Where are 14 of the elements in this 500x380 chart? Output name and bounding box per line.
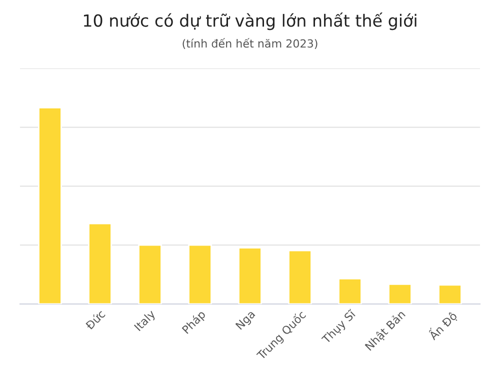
- x-tick-label: Đức: [84, 309, 106, 330]
- x-tick-label: Nga: [235, 310, 257, 332]
- bar: [138, 244, 162, 304]
- bar: [288, 250, 312, 304]
- bar: [388, 283, 412, 304]
- bar: [88, 222, 112, 304]
- chart-subtitle: (tính đến hết năm 2023): [182, 38, 318, 49]
- bar: [38, 106, 62, 304]
- bar: [338, 278, 362, 304]
- bar: [438, 284, 462, 304]
- bar: [238, 247, 262, 304]
- x-tick-label: Ấn Độ: [426, 309, 459, 342]
- bar: [188, 244, 212, 304]
- chart-title: 10 nước có dự trữ vàng lớn nhất thế giới: [84, 12, 416, 30]
